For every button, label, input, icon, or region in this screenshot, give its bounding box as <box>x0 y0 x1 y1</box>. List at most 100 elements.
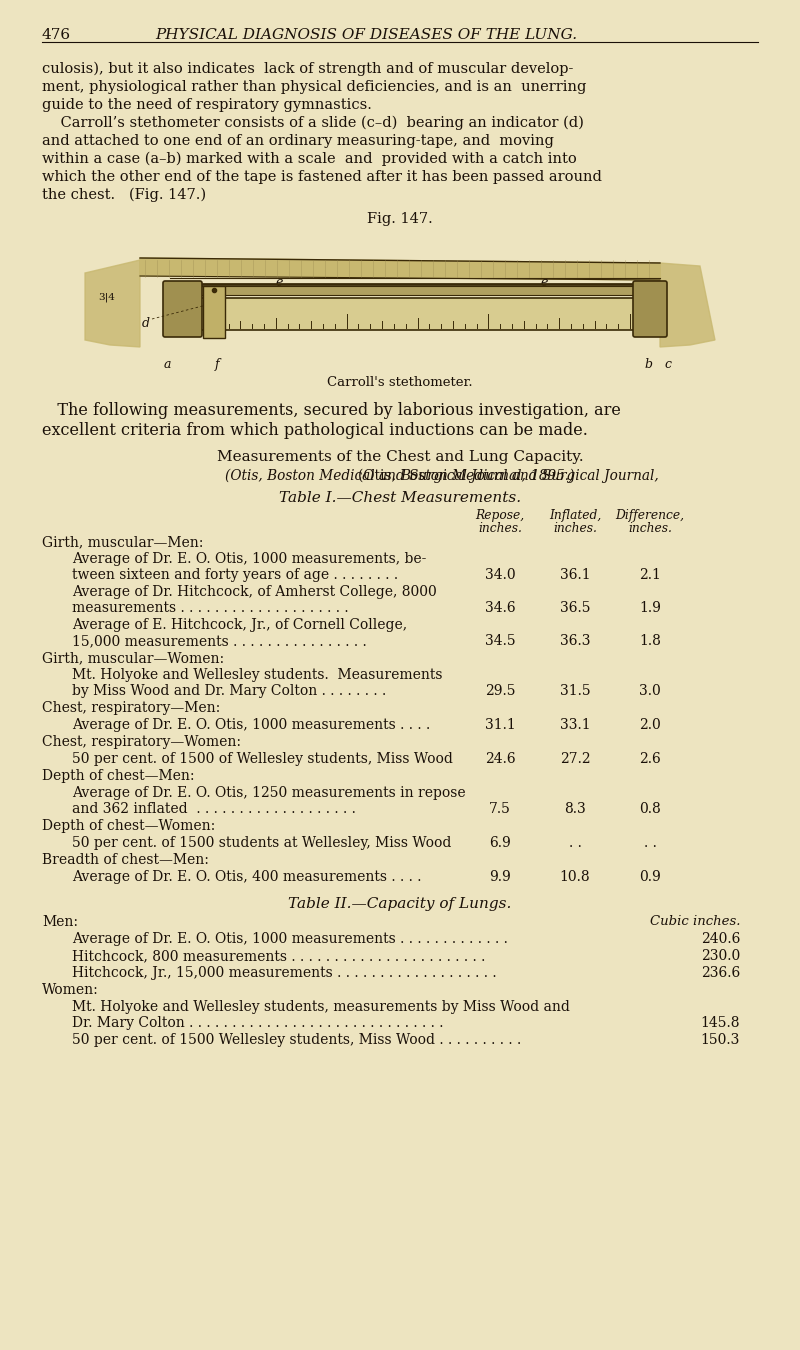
Text: f: f <box>214 358 219 371</box>
Text: 150.3: 150.3 <box>701 1033 740 1048</box>
Text: a: a <box>163 358 170 371</box>
Text: Hitchcock, Jr., 15,000 measurements . . . . . . . . . . . . . . . . . . .: Hitchcock, Jr., 15,000 measurements . . … <box>72 967 497 980</box>
Text: Average of E. Hitchcock, Jr., of Cornell College,: Average of E. Hitchcock, Jr., of Cornell… <box>72 618 407 632</box>
Text: Average of Dr. E. O. Otis, 1000 measurements, be-: Average of Dr. E. O. Otis, 1000 measurem… <box>72 552 426 566</box>
Text: 6.9: 6.9 <box>489 836 511 850</box>
Text: 8.3: 8.3 <box>564 802 586 815</box>
Text: 31.5: 31.5 <box>560 684 590 698</box>
Text: 3.0: 3.0 <box>639 684 661 698</box>
Text: 2: 2 <box>485 302 492 312</box>
Text: Mt. Holyoke and Wellesley students, measurements by Miss Wood and: Mt. Holyoke and Wellesley students, meas… <box>72 1000 570 1014</box>
Text: 230.0: 230.0 <box>701 949 740 963</box>
Text: excellent criteria from which pathological inductions can be made.: excellent criteria from which pathologic… <box>42 423 588 439</box>
Bar <box>203 286 225 338</box>
Text: 1.9: 1.9 <box>639 601 661 616</box>
Text: Breadth of chest—Men:: Breadth of chest—Men: <box>42 853 209 867</box>
Text: inches.: inches. <box>478 522 522 535</box>
Text: Average of Dr. E. O. Otis, 1250 measurements in repose: Average of Dr. E. O. Otis, 1250 measurem… <box>72 786 466 801</box>
Bar <box>195 298 640 329</box>
Text: Mt. Holyoke and Wellesley students.  Measurements: Mt. Holyoke and Wellesley students. Meas… <box>72 668 442 682</box>
Text: 2.0: 2.0 <box>639 718 661 732</box>
Text: 236.6: 236.6 <box>701 967 740 980</box>
Text: 34.0: 34.0 <box>485 568 515 582</box>
Text: Chest, respiratory—Men:: Chest, respiratory—Men: <box>42 701 220 716</box>
Text: 33.1: 33.1 <box>560 718 590 732</box>
Text: Repose,: Repose, <box>475 509 525 522</box>
Text: measurements . . . . . . . . . . . . . . . . . . . .: measurements . . . . . . . . . . . . . .… <box>72 601 349 616</box>
Text: Girth, muscular—Men:: Girth, muscular—Men: <box>42 535 203 549</box>
Text: tween sixteen and forty years of age . . . . . . . .: tween sixteen and forty years of age . .… <box>72 568 398 582</box>
Text: 1: 1 <box>343 302 350 312</box>
Text: 0.9: 0.9 <box>639 869 661 884</box>
Text: culosis), but it also indicates  lack of strength and of muscular develop-: culosis), but it also indicates lack of … <box>42 62 574 77</box>
Text: 2.1: 2.1 <box>639 568 661 582</box>
Polygon shape <box>140 258 660 279</box>
Text: Average of Dr. E. O. Otis, 1000 measurements . . . . . . . . . . . . .: Average of Dr. E. O. Otis, 1000 measurem… <box>72 931 508 946</box>
Text: b: b <box>644 358 652 371</box>
Text: (Otis,: (Otis, <box>358 468 400 483</box>
Text: 9.9: 9.9 <box>489 869 511 884</box>
Text: inches.: inches. <box>553 522 597 535</box>
Text: The following measurements, secured by laborious investigation, are: The following measurements, secured by l… <box>42 402 621 418</box>
Text: 50 per cent. of 1500 Wellesley students, Miss Wood . . . . . . . . . .: 50 per cent. of 1500 Wellesley students,… <box>72 1033 522 1048</box>
Text: 50 per cent. of 1500 of Wellesley students, Miss Wood: 50 per cent. of 1500 of Wellesley studen… <box>72 752 453 765</box>
Text: 34.5: 34.5 <box>485 634 515 648</box>
Polygon shape <box>85 261 140 347</box>
Bar <box>200 286 635 296</box>
Text: 24.6: 24.6 <box>485 752 515 765</box>
Text: 3: 3 <box>626 302 634 312</box>
Text: Women:: Women: <box>42 983 98 998</box>
Text: 29.5: 29.5 <box>485 684 515 698</box>
Text: Carroll’s stethometer consists of a slide (c–d)  bearing an indicator (d): Carroll’s stethometer consists of a slid… <box>42 116 584 131</box>
Text: Cubic inches.: Cubic inches. <box>650 915 740 927</box>
Text: within a case (a–b) marked with a scale  and  provided with a catch into: within a case (a–b) marked with a scale … <box>42 153 577 166</box>
Text: Table II.—Capacity of Lungs.: Table II.—Capacity of Lungs. <box>288 896 512 911</box>
Text: (Otis, Boston Medical and Surgical Journal, 1895.): (Otis, Boston Medical and Surgical Journ… <box>226 468 574 483</box>
Text: Average of Dr. E. O. Otis, 400 measurements . . . .: Average of Dr. E. O. Otis, 400 measureme… <box>72 869 422 884</box>
Text: e: e <box>540 275 547 289</box>
Text: 36.1: 36.1 <box>560 568 590 582</box>
Text: 145.8: 145.8 <box>701 1017 740 1030</box>
FancyBboxPatch shape <box>633 281 667 338</box>
Polygon shape <box>660 263 715 347</box>
FancyBboxPatch shape <box>163 281 202 338</box>
Text: 36.3: 36.3 <box>560 634 590 648</box>
Text: 240.6: 240.6 <box>701 931 740 946</box>
Text: 36.5: 36.5 <box>560 601 590 616</box>
Text: by Miss Wood and Dr. Mary Colton . . . . . . . .: by Miss Wood and Dr. Mary Colton . . . .… <box>72 684 386 698</box>
Text: Hitchcock, 800 measurements . . . . . . . . . . . . . . . . . . . . . . .: Hitchcock, 800 measurements . . . . . . … <box>72 949 486 963</box>
Text: Chest, respiratory—Women:: Chest, respiratory—Women: <box>42 734 241 749</box>
Text: 15,000 measurements . . . . . . . . . . . . . . . .: 15,000 measurements . . . . . . . . . . … <box>72 634 366 648</box>
Text: inches.: inches. <box>628 522 672 535</box>
Text: PHYSICAL DIAGNOSIS OF DISEASES OF THE LUNG.: PHYSICAL DIAGNOSIS OF DISEASES OF THE LU… <box>155 28 577 42</box>
Text: Boston Medical and Surgical Journal,: Boston Medical and Surgical Journal, <box>400 468 658 483</box>
Text: and 362 inflated  . . . . . . . . . . . . . . . . . . .: and 362 inflated . . . . . . . . . . . .… <box>72 802 356 815</box>
Text: the chest.   (Fig. 147.): the chest. (Fig. 147.) <box>42 188 206 202</box>
Text: . .: . . <box>569 836 582 850</box>
Text: Depth of chest—Men:: Depth of chest—Men: <box>42 769 194 783</box>
Text: 10.8: 10.8 <box>560 869 590 884</box>
Text: Table I.—Chest Measurements.: Table I.—Chest Measurements. <box>279 491 521 505</box>
Text: Carroll's stethometer.: Carroll's stethometer. <box>327 377 473 389</box>
Text: 31.1: 31.1 <box>485 718 515 732</box>
Text: . .: . . <box>643 836 657 850</box>
Text: Girth, muscular—Women:: Girth, muscular—Women: <box>42 651 224 666</box>
Text: Difference,: Difference, <box>615 509 685 522</box>
Text: 7.5: 7.5 <box>489 802 511 815</box>
Text: d: d <box>142 317 150 329</box>
Text: guide to the need of respiratory gymnastics.: guide to the need of respiratory gymnast… <box>42 99 372 112</box>
Text: Inflated,: Inflated, <box>549 509 601 522</box>
Text: e: e <box>275 275 282 289</box>
Text: Men:: Men: <box>42 915 78 929</box>
Text: 1.8: 1.8 <box>639 634 661 648</box>
Text: ment, physiological rather than physical deficiencies, and is an  unerring: ment, physiological rather than physical… <box>42 80 586 94</box>
Text: Dr. Mary Colton . . . . . . . . . . . . . . . . . . . . . . . . . . . . . .: Dr. Mary Colton . . . . . . . . . . . . … <box>72 1017 443 1030</box>
Text: 50 per cent. of 1500 students at Wellesley, Miss Wood: 50 per cent. of 1500 students at Wellesl… <box>72 836 451 850</box>
Text: 2.6: 2.6 <box>639 752 661 765</box>
Text: Average of Dr. E. O. Otis, 1000 measurements . . . .: Average of Dr. E. O. Otis, 1000 measurem… <box>72 718 430 732</box>
Text: Average of Dr. Hitchcock, of Amherst College, 8000: Average of Dr. Hitchcock, of Amherst Col… <box>72 585 437 599</box>
Text: and attached to one end of an ordinary measuring-tape, and  moving: and attached to one end of an ordinary m… <box>42 134 554 148</box>
Text: 476: 476 <box>42 28 71 42</box>
Text: 27.2: 27.2 <box>560 752 590 765</box>
Text: Fig. 147.: Fig. 147. <box>367 212 433 225</box>
